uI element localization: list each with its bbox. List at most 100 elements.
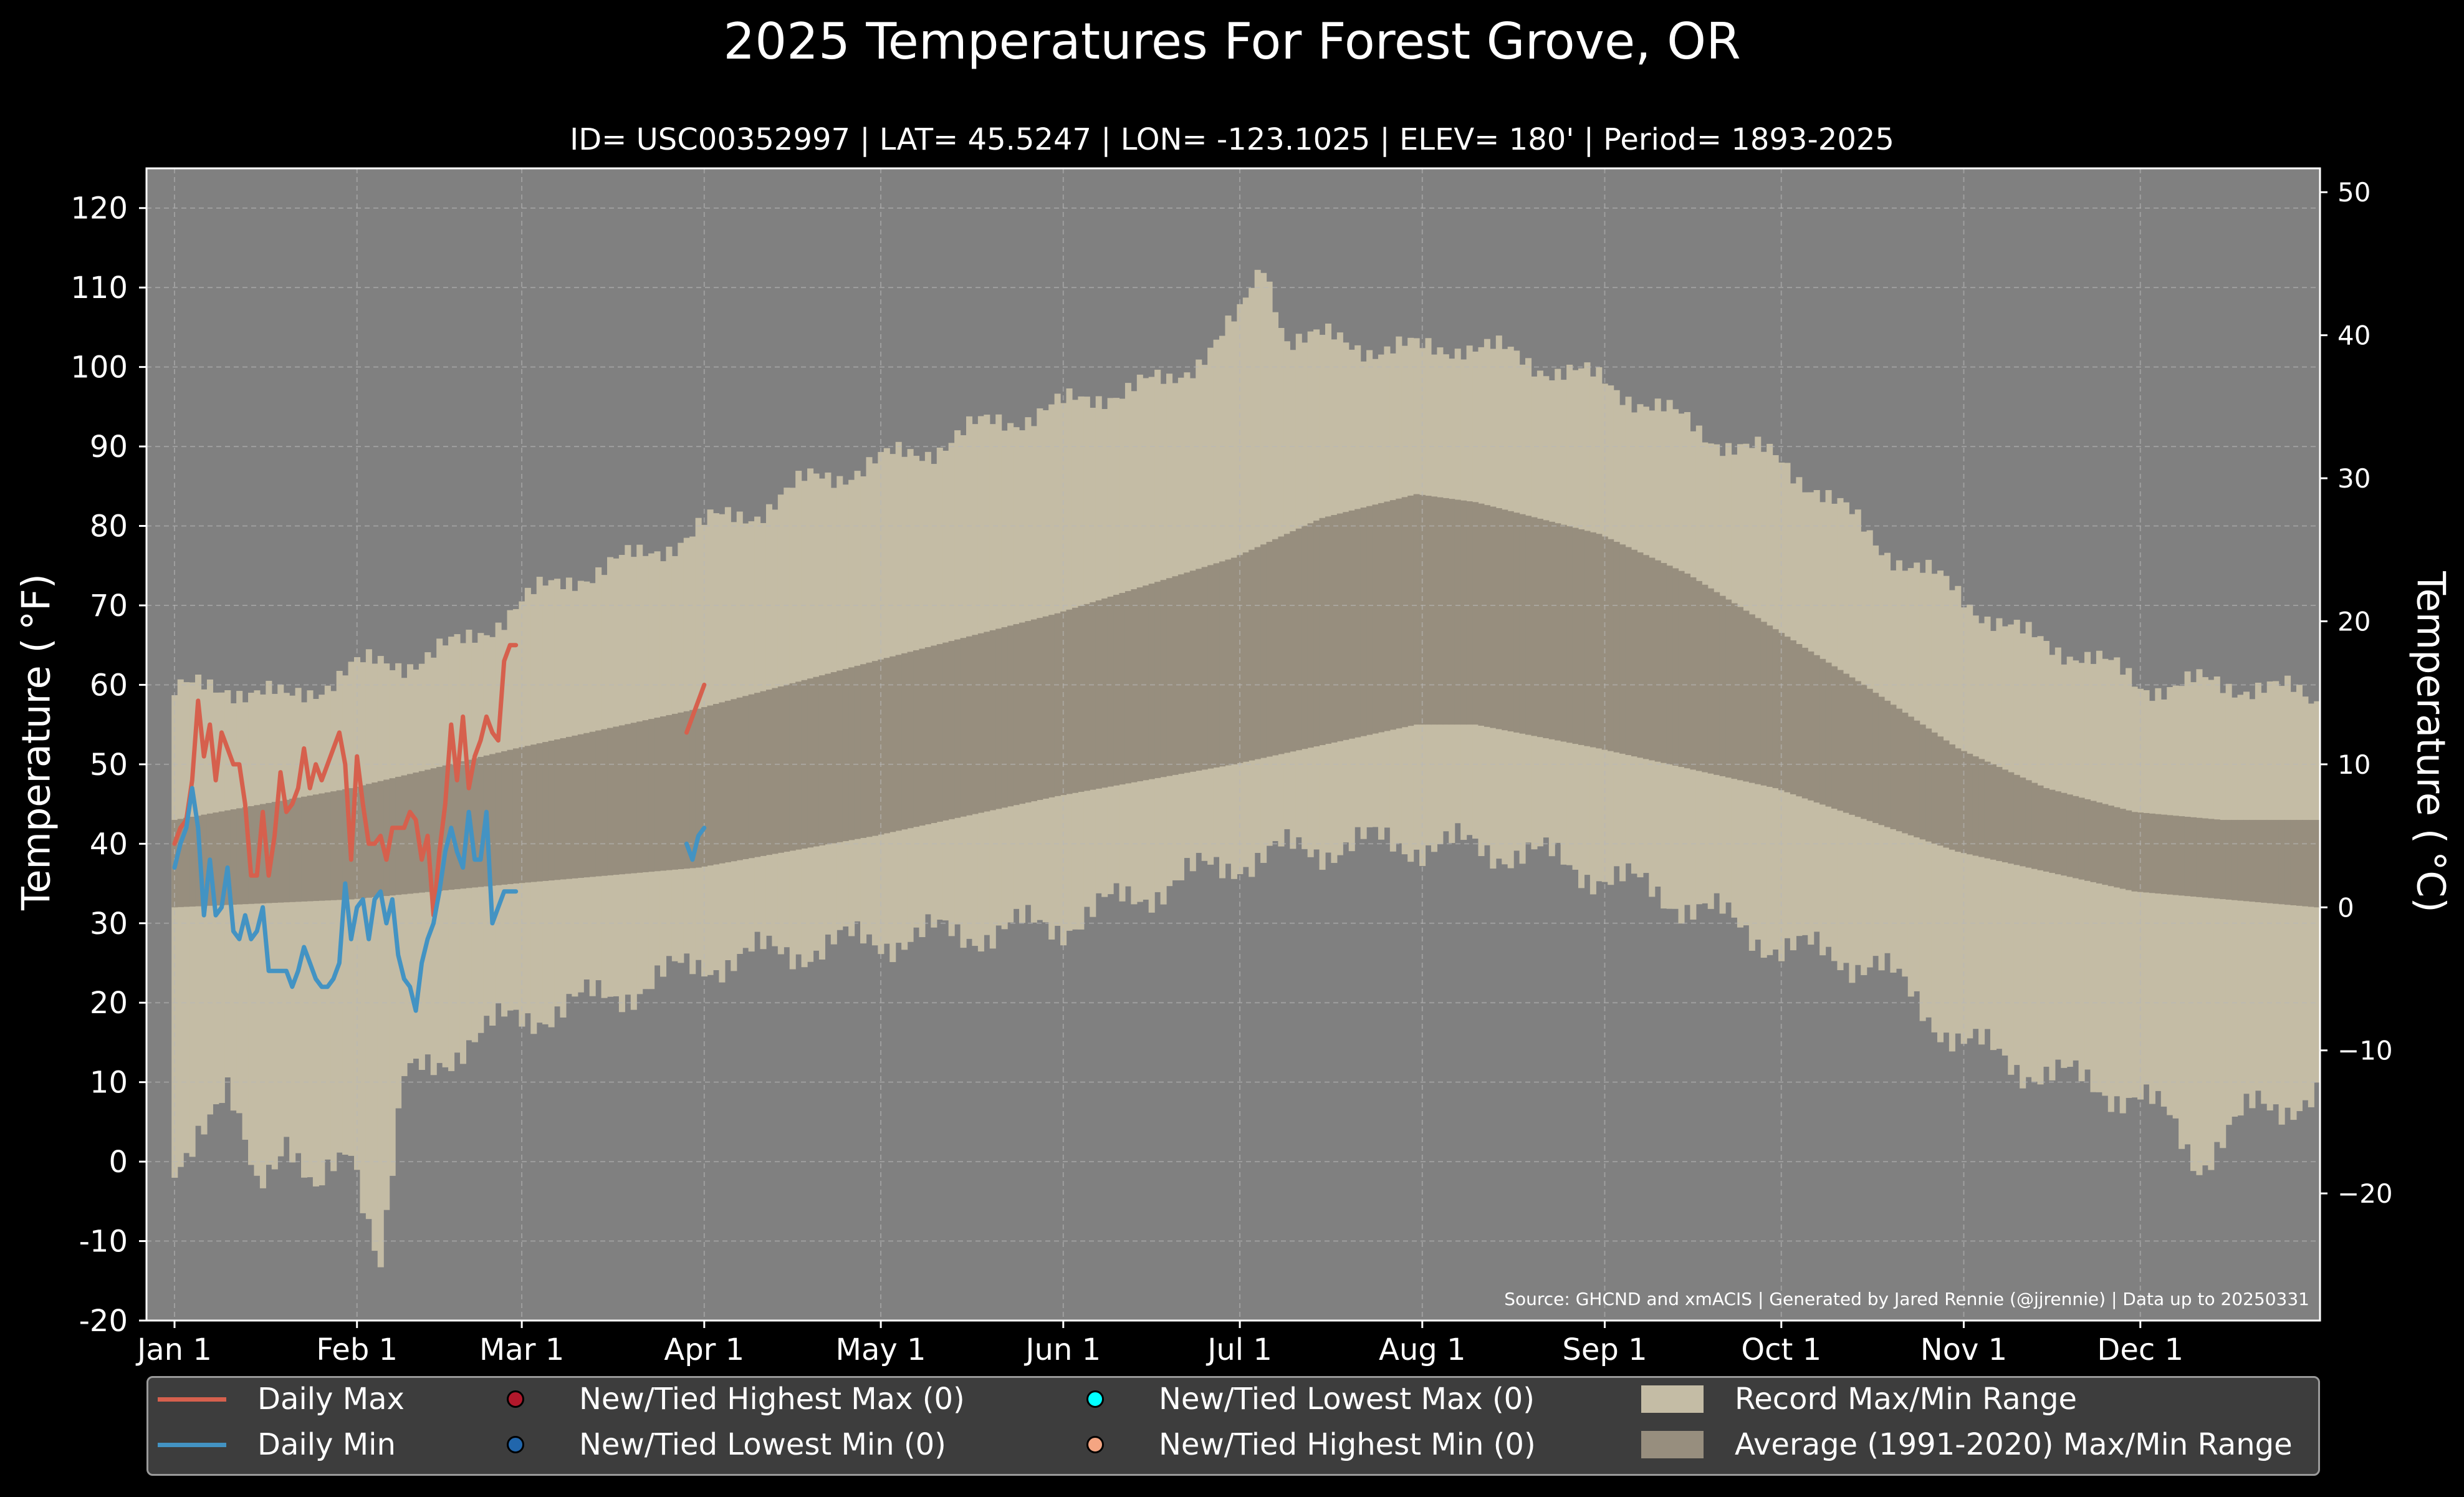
normal-range-bar xyxy=(1478,503,1485,726)
normal-range-bar xyxy=(1266,542,1273,757)
legend-daily-max-label: Daily Max xyxy=(257,1382,405,1417)
legend-new-low-min: New/Tied Lowest Min (0) xyxy=(476,1427,946,1462)
normal-range-bar xyxy=(1219,561,1226,767)
normal-range-bar xyxy=(701,707,708,867)
normal-range-bar xyxy=(2001,769,2008,863)
normal-range-bar xyxy=(1972,756,1979,856)
normal-range-bar xyxy=(837,670,843,842)
normal-range-bar xyxy=(1613,542,1620,753)
normal-range-bar xyxy=(648,719,655,872)
normal-range-bar xyxy=(1225,559,1232,766)
normal-range-bar xyxy=(1407,495,1414,726)
normal-range-bar xyxy=(2114,807,2121,888)
record-range-bar xyxy=(171,695,178,1178)
normal-range-bar xyxy=(2202,818,2208,898)
record-range-bar xyxy=(259,694,266,1188)
normal-range-bar xyxy=(1990,764,1997,860)
y-axis-right: 50 40 30 20 10 0 −10 −20 xyxy=(2320,177,2393,1209)
normal-range-bar xyxy=(2255,820,2261,903)
normal-range-bar xyxy=(1119,592,1126,785)
normal-range-bar xyxy=(2096,802,2102,884)
normal-range-bar xyxy=(542,742,549,881)
record-range-bar xyxy=(319,695,325,1186)
normal-range-bar xyxy=(2013,774,2020,865)
y-tick-label: 90 xyxy=(90,430,128,465)
normal-range-bar xyxy=(1343,512,1349,740)
x-tick-label: Jul 1 xyxy=(1206,1332,1272,1367)
record-range-bar xyxy=(301,702,308,1178)
normal-range-bar xyxy=(595,730,602,877)
normal-range-bar xyxy=(1719,595,1726,776)
normal-range-bar xyxy=(230,809,237,905)
normal-range-bar xyxy=(901,653,908,830)
record-range-bar xyxy=(2131,686,2138,1098)
normal-range-bar xyxy=(1678,570,1685,768)
normal-range-bar xyxy=(436,766,443,891)
record-range-bar xyxy=(2202,677,2208,1166)
x-tick-label: Feb 1 xyxy=(316,1332,398,1367)
normal-range-bar xyxy=(1189,570,1196,772)
normal-range-bar xyxy=(2102,804,2109,885)
normal-range-bar xyxy=(224,810,231,905)
normal-range-bar xyxy=(1978,759,1985,857)
normal-range-bar xyxy=(642,720,649,872)
normal-range-bar xyxy=(2179,816,2185,896)
normal-range-bar xyxy=(1230,557,1237,764)
x-tick-label: Oct 1 xyxy=(1741,1332,1821,1367)
normal-range-bar xyxy=(1731,603,1738,779)
normal-range-bar xyxy=(1030,619,1037,802)
normal-range-bar xyxy=(601,729,608,876)
normal-range-bar xyxy=(1695,580,1702,771)
normal-range-bar xyxy=(1107,596,1114,787)
normal-range-bar xyxy=(2278,820,2285,905)
normal-range-bar xyxy=(931,645,937,824)
normal-range-bar xyxy=(1389,500,1396,730)
normal-range-bar xyxy=(442,765,449,890)
normal-range-bar xyxy=(1495,508,1502,729)
normal-range-bar xyxy=(1131,589,1138,782)
normal-range-bar xyxy=(560,738,567,880)
normal-range-bar xyxy=(277,801,284,903)
daily-min-line xyxy=(684,826,707,862)
daily-temperature-lines xyxy=(172,643,707,1013)
normal-range-bar xyxy=(1801,647,1808,799)
normal-range-bar xyxy=(1460,500,1467,725)
normal-range-bar xyxy=(1013,623,1020,806)
normal-range-bar xyxy=(1283,534,1290,753)
normal-range-bar xyxy=(2225,820,2232,900)
normal-range-bar xyxy=(1207,565,1214,769)
normal-range-bar xyxy=(654,718,661,872)
normal-range-bar xyxy=(2037,785,2044,870)
normal-range-bar xyxy=(1666,566,1673,764)
normal-range-bar xyxy=(1172,576,1179,775)
normal-range-bar xyxy=(1319,517,1326,746)
normal-range-bar xyxy=(613,726,620,875)
normal-range-bar xyxy=(1401,497,1408,728)
record-range-bar xyxy=(2213,676,2220,1142)
normal-range-bar xyxy=(1295,528,1302,751)
normal-range-bar xyxy=(1996,767,2003,861)
normal-range-bar xyxy=(1372,504,1379,734)
normal-range-bar xyxy=(1336,513,1343,741)
normal-range-bar xyxy=(1519,514,1526,734)
x-tick-label: Nov 1 xyxy=(1920,1332,2007,1367)
normal-range-bar xyxy=(1943,740,1950,848)
normal-range-bar xyxy=(1007,625,1014,807)
normal-range-bar xyxy=(1437,497,1444,725)
low-min-marker-icon xyxy=(507,1436,524,1453)
normal-range-bar xyxy=(731,699,737,862)
normal-range-bar xyxy=(495,753,502,885)
normal-range-bar xyxy=(589,731,596,877)
legend-normal-range: Average (1991-2020) Max/Min Range xyxy=(1641,1427,2293,1462)
normal-range-bar xyxy=(1784,637,1791,792)
normal-range-bar xyxy=(2184,816,2191,897)
normal-range-bar xyxy=(1272,539,1279,756)
normal-range-bar xyxy=(948,641,955,819)
normal-range-bar xyxy=(324,792,331,901)
normal-range-bar xyxy=(636,721,643,873)
normal-range-bar xyxy=(659,716,667,871)
normal-range-bar xyxy=(2237,820,2244,901)
normal-range-bar xyxy=(2266,820,2273,903)
normal-range-bar xyxy=(1366,506,1373,735)
